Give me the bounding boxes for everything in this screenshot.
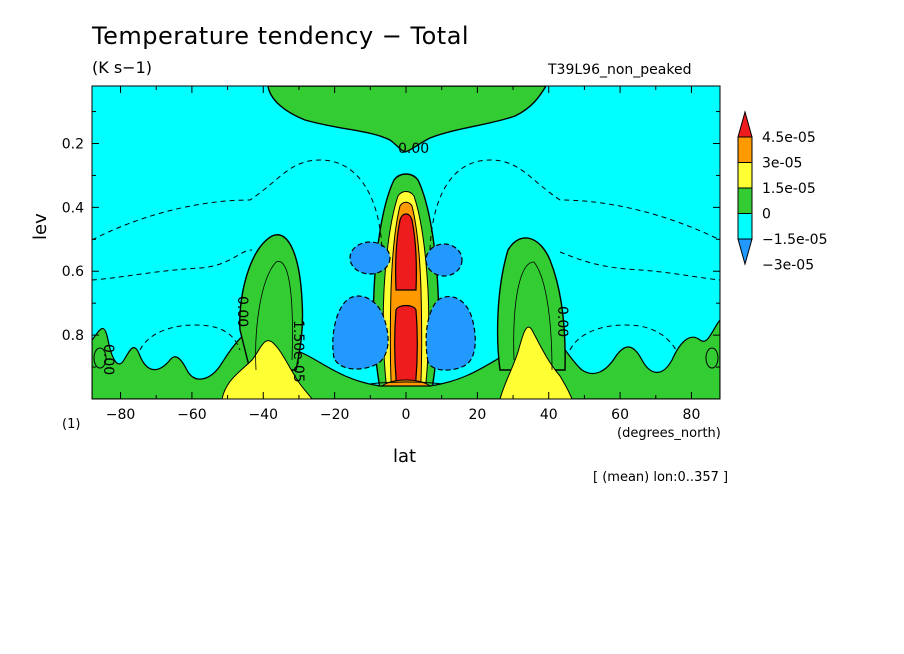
run-name: T39L96_non_peaked <box>548 62 692 78</box>
colorbar-swatch <box>737 187 753 214</box>
contour-field: 0.00 1.50e-05 0.00 0.00 0.00 <box>92 86 720 399</box>
colorbar-label: −3e-05 <box>762 258 814 274</box>
field-green-right <box>496 237 566 371</box>
axis-ticks: −80 −60 −40 −20 0 20 40 60 80 0.2 0.4 0.6 0.8 <box>62 86 720 423</box>
y-tick-label: 0.4 <box>62 200 84 216</box>
contour-label-polar: 0.00 <box>100 344 116 375</box>
contour-label-left-mid: 1.50e-05 <box>290 320 306 383</box>
contour-dashed-left-upper <box>92 159 383 251</box>
x-tick-label: −20 <box>320 407 350 423</box>
contour-dashed-right-low <box>569 324 677 351</box>
field-polar-right <box>705 347 719 369</box>
y-tick-label: 0.6 <box>62 264 84 280</box>
field-red-lower <box>394 304 418 391</box>
colorbar-label: 1.5e-05 <box>762 181 816 197</box>
contour-dashed-right-upper <box>429 159 720 251</box>
x-axis-unit: (degrees_north) <box>617 426 721 441</box>
field-polar-left <box>93 347 107 369</box>
x-tick-label: −60 <box>177 407 207 423</box>
y-tick-label: 0.2 <box>62 136 84 152</box>
colorbar-swatch <box>737 136 753 163</box>
x-tick-label: 80 <box>683 407 701 423</box>
chart-units: (K s−1) <box>92 58 152 77</box>
x-axis-label: lat <box>393 446 417 467</box>
y-axis-unit: (1) <box>62 417 81 432</box>
field-yellow-right <box>499 326 573 399</box>
colorbar-extend-bottom <box>737 238 753 266</box>
field-blue-left-low <box>332 295 389 370</box>
colorbar-swatch <box>737 162 753 189</box>
x-tick-label: −40 <box>248 407 278 423</box>
colorbar: 4.5e-05 3e-05 1.5e-05 0 −1.5e-05 −3e-05 <box>737 110 827 274</box>
colorbar-swatch <box>737 213 753 240</box>
chart-title: Temperature tendency − Total <box>92 22 470 50</box>
x-tick-label: −80 <box>106 407 136 423</box>
colorbar-label: 0 <box>762 207 771 223</box>
field-red-center <box>395 213 417 291</box>
field-blue-right-high <box>425 243 463 277</box>
field-blue-left-high <box>349 241 391 275</box>
x-tick-label: 20 <box>468 407 486 423</box>
contour-solid-left <box>255 261 293 371</box>
contour-dashed-right-mid <box>559 251 720 281</box>
footnote: [ (mean) lon:0..357 ] <box>593 470 729 485</box>
contour-solid-right <box>513 261 553 371</box>
field-green-top <box>267 86 547 153</box>
colorbar-label: −1.5e-05 <box>762 232 827 248</box>
y-tick-label: 0.8 <box>62 328 84 344</box>
colorbar-extend-top <box>737 110 753 138</box>
contour-dashed-left-low <box>139 324 241 351</box>
contour-label-left: 0.00 <box>234 296 250 327</box>
field-yellow-left <box>221 340 313 399</box>
contour-dashed-left-mid <box>92 249 253 281</box>
colorbar-label: 4.5e-05 <box>762 130 816 146</box>
contour-label-right: 0.00 <box>554 306 570 337</box>
x-tick-label: 40 <box>540 407 558 423</box>
field-green-left <box>239 234 304 371</box>
x-tick-label: 0 <box>402 407 411 423</box>
contour-label-top: 0.00 <box>398 141 429 157</box>
x-tick-label: 60 <box>611 407 629 423</box>
colorbar-label: 3e-05 <box>762 156 802 172</box>
field-blue-right-low <box>425 296 476 371</box>
